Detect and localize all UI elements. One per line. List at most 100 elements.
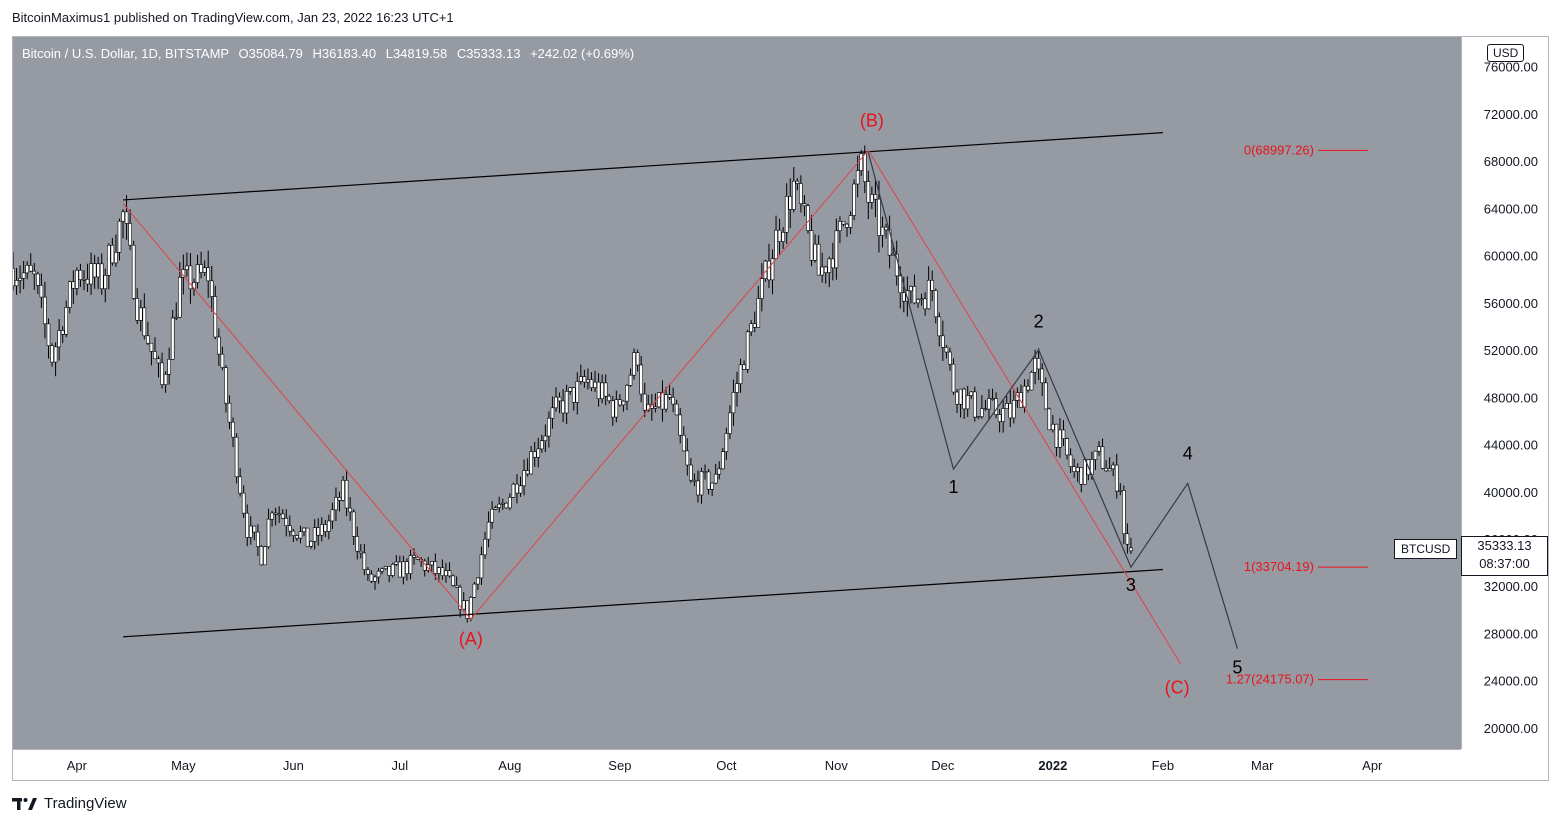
candle-body <box>972 391 977 418</box>
candle-body <box>128 223 132 246</box>
overlays-layer: 0(68997.26) 1(33704.19) 1.27(24175.07) (A) (… <box>122 111 1368 698</box>
candle-body <box>415 557 420 560</box>
candle-body <box>14 280 19 287</box>
candle-body <box>209 280 214 297</box>
footer-logo[interactable]: TradingView <box>12 795 127 812</box>
candle-body <box>926 280 931 310</box>
candle-body <box>873 194 878 200</box>
wave-label: (C) <box>1165 678 1190 698</box>
price-scale[interactable] <box>1461 37 1548 749</box>
candle-body <box>454 585 459 588</box>
candle-body <box>685 450 690 466</box>
candle-body <box>160 362 164 385</box>
candle-body <box>32 270 37 275</box>
candle-body <box>909 286 913 292</box>
candle-body <box>710 482 714 490</box>
candle-body <box>323 524 328 532</box>
candle-body <box>880 226 885 236</box>
candle-body <box>508 497 512 509</box>
candle-body <box>153 351 157 360</box>
candle-body <box>554 396 558 409</box>
candle-body <box>188 265 193 290</box>
candle-body <box>302 527 306 532</box>
y-tick-label: 64000.00 <box>1484 201 1538 216</box>
candle-body <box>745 331 750 370</box>
candle-body <box>657 392 661 408</box>
x-tick-label: Sep <box>608 758 631 773</box>
currency-badge[interactable]: USD <box>1487 44 1525 62</box>
candle-body <box>742 364 746 370</box>
candle-body <box>1100 446 1105 469</box>
candle-body <box>444 570 448 577</box>
candle-body <box>156 358 161 364</box>
y-tick-label: 56000.00 <box>1484 296 1538 311</box>
candle-body <box>114 252 118 264</box>
candle-body <box>955 391 959 405</box>
candle-body <box>525 470 530 475</box>
candle-body <box>1065 438 1069 456</box>
upper-channel-line <box>122 132 1163 201</box>
candle-body <box>107 244 111 276</box>
x-tick-label: Oct <box>716 758 737 773</box>
candle-body <box>845 223 849 228</box>
candle-body <box>43 296 47 325</box>
candle-body <box>245 512 250 538</box>
candle-body <box>997 414 1002 422</box>
candle-body <box>564 391 569 414</box>
candle-body <box>366 569 370 575</box>
candle-body <box>586 379 590 383</box>
candle-body <box>1068 454 1073 467</box>
candle-body <box>1111 464 1115 470</box>
x-tick-label: Feb <box>1152 758 1174 773</box>
candle-body <box>1061 429 1066 439</box>
candle-body <box>724 433 729 452</box>
candle-body <box>713 473 718 484</box>
candle-body <box>1072 466 1076 472</box>
candle-body <box>362 552 367 570</box>
candle-body <box>791 180 796 210</box>
wave-label: (A) <box>459 629 483 649</box>
x-tick-label: Apr <box>67 758 88 773</box>
wave-label: 1 <box>948 477 958 497</box>
y-tick-label: 72000.00 <box>1484 107 1538 122</box>
candle-body <box>199 264 203 273</box>
candle-body <box>930 280 934 291</box>
candle-body <box>174 316 179 319</box>
candle-body <box>412 555 416 558</box>
time-scale[interactable] <box>13 749 1461 780</box>
candle-body <box>717 468 722 475</box>
x-tick-label: Nov <box>825 758 849 773</box>
x-tick-label: 2022 <box>1038 758 1067 773</box>
candle-body <box>838 221 842 232</box>
candle-body <box>405 561 409 574</box>
low-label: L <box>385 46 393 61</box>
candle-body <box>185 265 189 270</box>
y-tick-label: 52000.00 <box>1484 343 1538 358</box>
candle-body <box>692 479 697 482</box>
candle-body <box>146 335 150 344</box>
candle-body <box>582 376 587 383</box>
symbol-header: Bitcoin / U.S. Dollar, 1D, BITSTAMP O350… <box>22 46 634 61</box>
candle-body <box>891 253 895 256</box>
candle-body <box>962 388 966 410</box>
candle-body <box>401 561 406 578</box>
lower-channel-line <box>122 568 1163 638</box>
candle-body <box>1122 490 1126 535</box>
candle-body <box>532 451 537 458</box>
candle-body <box>536 448 541 458</box>
candle-body <box>259 546 264 566</box>
candle-body <box>1079 467 1084 485</box>
candle-body <box>735 383 739 393</box>
candle-body <box>1054 423 1059 448</box>
candle-body <box>266 518 271 548</box>
candle-body <box>859 153 864 171</box>
candle-body <box>319 524 324 536</box>
candle-body <box>1012 400 1016 419</box>
candle-body <box>614 399 619 418</box>
candle-body <box>706 471 711 490</box>
candle-body <box>760 278 764 299</box>
candle-body <box>678 414 683 436</box>
candle-body <box>469 597 473 619</box>
candle-body <box>969 391 974 396</box>
x-tick-label: Jun <box>283 758 304 773</box>
